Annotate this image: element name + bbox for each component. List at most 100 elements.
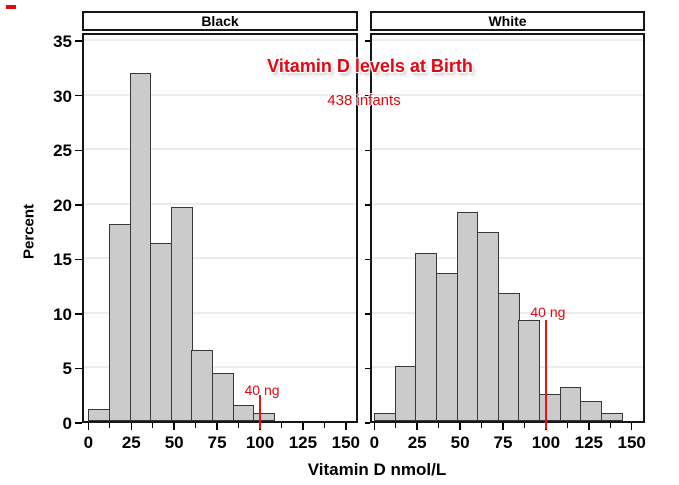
plot-panel-white — [370, 33, 645, 429]
gridline — [372, 93, 643, 96]
gridline — [84, 202, 356, 205]
histogram-bar — [436, 272, 458, 421]
y-tick-label: 30 — [53, 86, 72, 106]
panel-header-white-label: White — [488, 13, 527, 29]
histogram-bar — [211, 373, 234, 421]
histogram-bar — [394, 366, 417, 421]
y-tick — [365, 367, 370, 370]
histogram-bar — [580, 401, 602, 421]
x-tick-label: 25 — [407, 433, 427, 452]
x-tick-label: 150 — [331, 433, 360, 452]
y-tick — [75, 149, 82, 151]
histogram-bar — [518, 319, 541, 421]
histogram-bar — [150, 243, 172, 421]
x-tick-label: 75 — [493, 433, 513, 452]
histogram-bar — [497, 293, 520, 421]
y-tick — [75, 367, 82, 370]
x-minor-tick — [323, 423, 325, 428]
histogram-bar — [559, 387, 582, 421]
gridline — [84, 257, 356, 260]
x-tick — [216, 423, 218, 430]
reference-line-label: 40 ng — [244, 382, 280, 398]
histogram-bar — [232, 404, 255, 421]
x-tick-label: 125 — [574, 433, 603, 452]
plot-panel-black — [82, 33, 358, 429]
y-axis-title: Percent — [20, 203, 38, 260]
x-tick-label: 100 — [531, 433, 561, 452]
histogram-bar — [477, 232, 500, 421]
histogram-bar — [374, 413, 397, 421]
y-tick — [365, 313, 370, 315]
x-tick-label: 25 — [121, 433, 141, 452]
x-tick-label: 50 — [450, 433, 470, 452]
x-minor-tick — [566, 423, 568, 428]
x-tick-label: 50 — [164, 433, 184, 452]
gridline — [84, 148, 356, 151]
x-tick-label: 150 — [617, 433, 646, 452]
panel-header-black: Black — [82, 11, 358, 31]
x-tick — [588, 423, 590, 430]
x-minor-tick — [109, 423, 111, 428]
y-tick — [75, 204, 82, 206]
x-minor-tick — [195, 423, 197, 428]
y-tick-label: 0 — [62, 414, 72, 433]
y-tick — [365, 258, 370, 261]
x-tick-label: 0 — [83, 433, 94, 452]
x-tick — [87, 423, 90, 430]
y-tick — [75, 422, 82, 424]
histogram-bar — [600, 413, 623, 421]
gridline — [84, 311, 356, 314]
gridline — [372, 202, 643, 205]
x-tick — [416, 423, 418, 430]
y-tick-label: 20 — [53, 195, 72, 215]
x-tick-label: 125 — [288, 433, 318, 452]
x-axis-title: Vitamin D nmol/L — [307, 460, 447, 479]
y-tick — [365, 149, 370, 151]
histogram-bar — [539, 393, 561, 421]
chart-title: Vitamin D levels at Birth — [267, 56, 473, 76]
panel-header-white: White — [370, 11, 645, 31]
histogram-bar — [456, 211, 479, 421]
gridline — [84, 39, 356, 42]
x-minor-tick — [280, 423, 283, 428]
histogram-bar — [170, 207, 193, 421]
gridline — [84, 93, 356, 96]
x-tick — [130, 423, 133, 430]
y-tick-label: 15 — [53, 250, 72, 270]
reference-line — [258, 394, 262, 429]
y-tick-label: 5 — [62, 359, 72, 379]
histogram-bar — [129, 72, 152, 421]
reference-line-label: 40 ng — [530, 303, 566, 320]
x-minor-tick — [609, 423, 611, 428]
x-tick-label: 75 — [207, 433, 227, 452]
x-minor-tick — [438, 423, 440, 428]
x-minor-tick — [395, 423, 397, 428]
gridline — [372, 148, 643, 151]
corner-red-mark — [6, 5, 16, 9]
y-tick — [75, 258, 82, 261]
y-tick-label: 10 — [53, 304, 72, 324]
x-tick-label: 0 — [369, 433, 380, 452]
y-tick-label: 25 — [53, 141, 72, 161]
histogram-bar — [108, 223, 131, 421]
x-minor-tick — [523, 423, 526, 428]
y-tick — [365, 204, 370, 206]
panel-header-black-label: Black — [201, 13, 239, 29]
x-tick — [502, 423, 504, 430]
y-tick — [365, 422, 370, 424]
histogram-bar — [88, 409, 111, 421]
x-minor-tick — [480, 423, 483, 428]
gridline — [372, 39, 643, 42]
y-tick-label: 35 — [53, 32, 72, 52]
gridline — [84, 366, 356, 369]
x-minor-tick — [237, 423, 240, 428]
x-tick — [373, 423, 376, 430]
x-tick — [459, 423, 461, 430]
y-tick — [75, 313, 82, 315]
histogram-bar — [253, 413, 275, 421]
histogram-bar — [415, 253, 438, 421]
reference-line — [544, 319, 548, 429]
y-tick — [75, 40, 82, 42]
chart-subtitle: 438 infants — [327, 92, 401, 109]
x-minor-tick — [152, 423, 154, 428]
